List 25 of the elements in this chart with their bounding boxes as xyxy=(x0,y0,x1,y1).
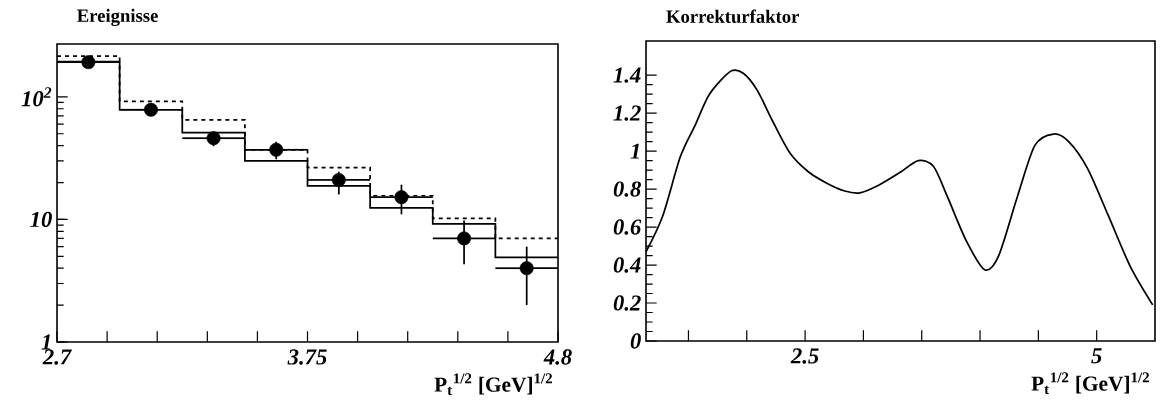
chart-title: Ereignisse xyxy=(77,8,158,26)
y-tick-label: 1.4 xyxy=(613,67,641,83)
x-tick-label: 5 xyxy=(1091,348,1102,364)
x-tick-label: 3.75 xyxy=(287,349,327,365)
y-tick-label: 10 xyxy=(30,211,52,228)
x-tick-label: 2.7 xyxy=(42,349,72,365)
point xyxy=(144,102,158,117)
x-axis-title: P$_{t}$$^{1/2}$ [GeV]$^{1/2}$ xyxy=(1031,372,1149,395)
y-tick-label: 0.4 xyxy=(613,257,641,273)
point xyxy=(81,55,96,70)
x-axis-title: P$_{t}$$^{1/2}$ [GeV]$^{1/2}$ xyxy=(434,373,552,396)
y-tick-label: 0.2 xyxy=(613,295,641,311)
y-tick-label: 1 xyxy=(630,143,639,159)
y-tick-label: 0 xyxy=(630,333,641,349)
x-tick-label: 4.8 xyxy=(543,349,572,365)
point xyxy=(394,190,409,205)
y-tick-label: 0.8 xyxy=(613,181,641,197)
x-tick-label: 2.5 xyxy=(790,348,819,364)
y-tick-label: 1.2 xyxy=(613,105,641,121)
y-tick-label: 0.6 xyxy=(613,219,642,235)
chart-title: Korrekturfaktor xyxy=(666,9,799,23)
point xyxy=(519,261,534,276)
point xyxy=(457,231,472,246)
y-tick-label: 10$^{2}$ xyxy=(21,87,52,107)
y-tick-label: 1 xyxy=(41,334,51,350)
